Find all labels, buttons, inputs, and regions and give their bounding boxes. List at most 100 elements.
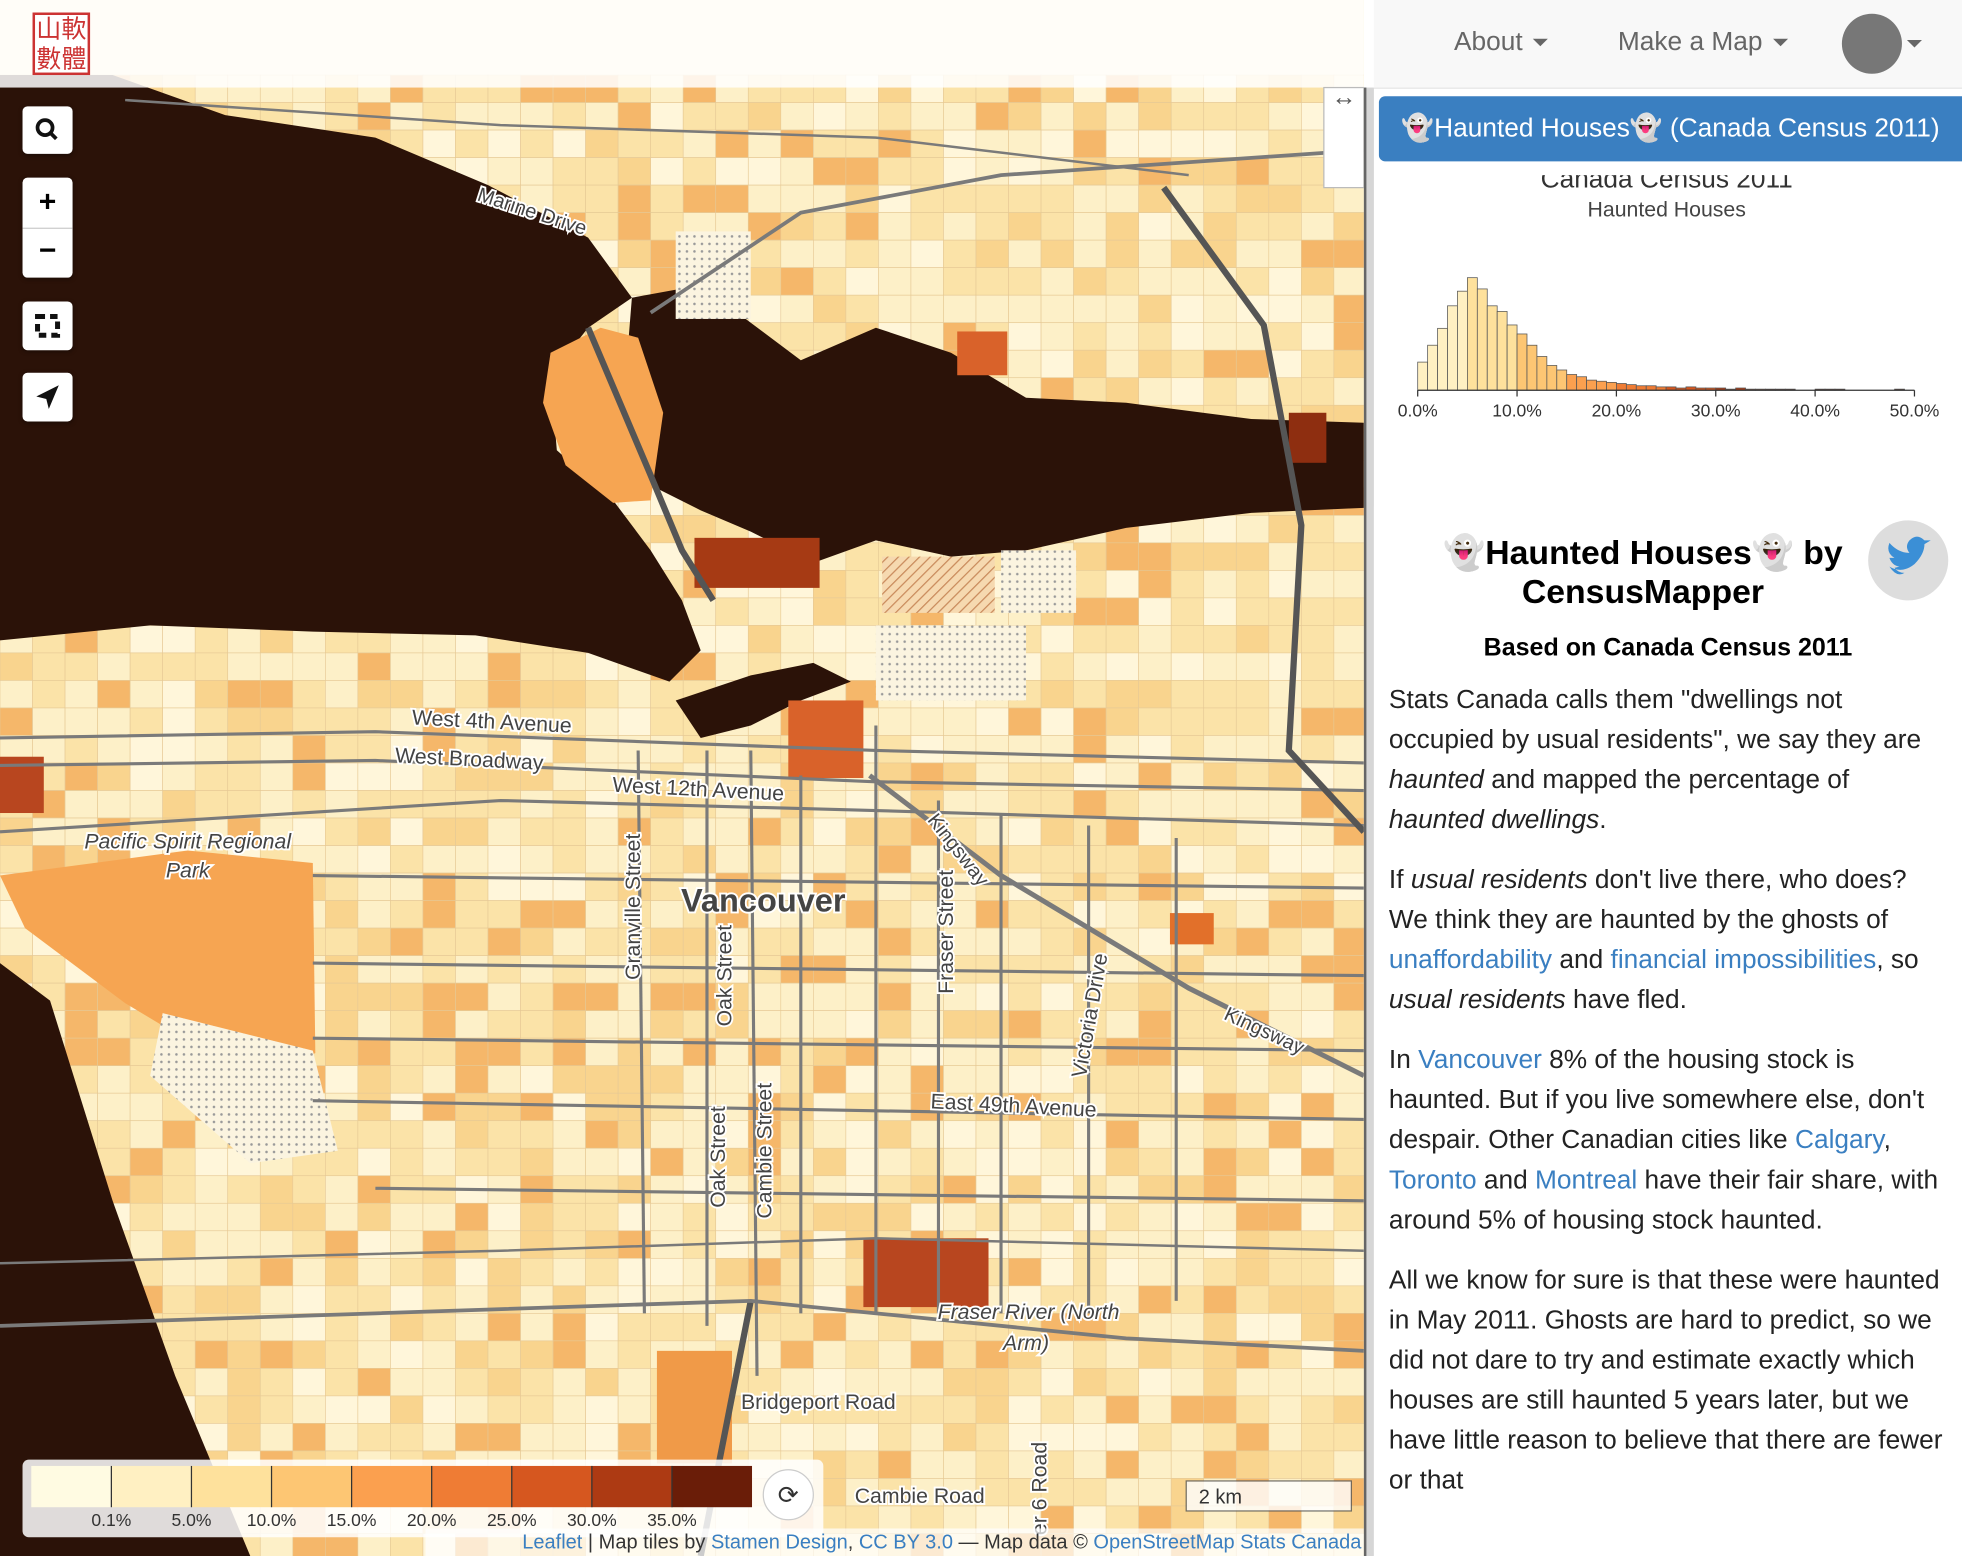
tile	[129, 680, 163, 709]
tile	[813, 872, 847, 901]
tile	[617, 1120, 651, 1149]
tile	[682, 762, 717, 791]
link[interactable]: Vancouver	[1418, 1045, 1542, 1075]
text: and	[1476, 1165, 1536, 1195]
tile	[1138, 349, 1172, 379]
tile	[845, 1010, 879, 1039]
tile	[390, 762, 424, 791]
zoom-in[interactable]: +	[22, 178, 73, 229]
tile	[97, 1010, 131, 1039]
tile	[455, 680, 489, 709]
tile	[617, 1340, 651, 1369]
tile	[1301, 239, 1335, 268]
tile	[1105, 1120, 1139, 1149]
tile	[1203, 1368, 1237, 1397]
tile	[975, 1120, 1009, 1149]
tile	[1170, 322, 1205, 351]
divider[interactable]	[1363, 87, 1374, 1556]
attribution-link[interactable]: OpenStreetMap Stats Canada	[1093, 1531, 1362, 1553]
tile	[845, 102, 879, 131]
tile	[1105, 1065, 1139, 1094]
tile	[715, 1120, 749, 1149]
logo[interactable]: 山軟 數體	[32, 12, 91, 76]
resize-handle[interactable]	[1323, 86, 1364, 189]
link[interactable]: Calgary	[1794, 1125, 1884, 1155]
tile	[1203, 570, 1237, 599]
tile	[552, 1285, 586, 1314]
tile	[1008, 1395, 1042, 1424]
tile	[813, 1065, 847, 1094]
tile	[1008, 1065, 1042, 1094]
tile	[194, 1230, 229, 1259]
menu-about[interactable]: About	[1454, 28, 1548, 58]
layer-button[interactable]: 👻Haunted Houses👻 (Canada Census 2011)	[1378, 96, 1962, 162]
search-button[interactable]	[22, 106, 73, 154]
tile	[129, 1202, 163, 1232]
tile	[1235, 1202, 1270, 1232]
share-icon[interactable]	[1867, 519, 1950, 602]
tile	[585, 927, 619, 956]
tile	[162, 1175, 196, 1204]
link[interactable]: Montreal	[1535, 1165, 1638, 1195]
tile	[1105, 1450, 1139, 1479]
text: If	[1388, 865, 1411, 895]
tile	[813, 1202, 847, 1232]
tile	[975, 294, 1009, 324]
tile	[1333, 1340, 1364, 1369]
text: , so	[1876, 945, 1919, 975]
tile	[325, 1395, 359, 1424]
tile	[0, 927, 33, 956]
link[interactable]: financial impossibilities	[1610, 945, 1877, 975]
tile	[1203, 515, 1237, 544]
tile	[1268, 184, 1302, 213]
tile	[325, 1202, 359, 1232]
tile	[520, 817, 554, 846]
zoom-out[interactable]: −	[38, 233, 57, 268]
tile	[487, 1368, 521, 1397]
tile	[617, 982, 651, 1011]
tile	[585, 129, 619, 158]
tile	[747, 184, 782, 213]
tile	[292, 680, 326, 709]
tile	[943, 1313, 977, 1342]
attribution-link[interactable]: Leaflet	[522, 1531, 583, 1553]
tile	[357, 900, 391, 929]
attribution-link[interactable]: CC BY 3.0	[859, 1531, 953, 1553]
tile	[1301, 570, 1335, 599]
tile	[585, 845, 619, 874]
menu-make-map[interactable]: Make a Map	[1618, 28, 1788, 58]
x-tick-label: 10.0%	[1492, 401, 1542, 421]
tile	[455, 845, 489, 874]
tile	[325, 1010, 359, 1039]
tile	[1170, 129, 1205, 158]
tile	[650, 872, 684, 901]
tile	[1073, 542, 1107, 571]
tile	[715, 735, 749, 764]
tile	[194, 1202, 229, 1232]
tile	[585, 1340, 619, 1369]
histogram-bar	[1556, 369, 1568, 391]
tile	[617, 1147, 651, 1177]
link[interactable]: Toronto	[1388, 1165, 1477, 1195]
tile	[487, 652, 521, 681]
map-label: Granville Street	[621, 834, 645, 981]
tile	[813, 1257, 847, 1287]
tile	[617, 707, 651, 736]
avatar[interactable]	[1841, 13, 1902, 74]
tile	[747, 625, 782, 654]
attribution-link[interactable]: Stamen Design	[711, 1531, 848, 1553]
tile	[227, 1230, 261, 1259]
fullscreen-button[interactable]	[22, 301, 73, 351]
tile	[1008, 349, 1042, 379]
tile	[1138, 707, 1172, 736]
tile	[1235, 680, 1270, 709]
tile	[227, 652, 261, 681]
locate-button[interactable]	[22, 372, 73, 422]
tile	[487, 1257, 521, 1287]
text: Stats Canada calls them "dwellings not o…	[1388, 685, 1922, 755]
tile	[1105, 377, 1139, 406]
link[interactable]: unaffordability	[1388, 945, 1553, 975]
tile	[1268, 157, 1302, 186]
refresh-button[interactable]	[762, 1469, 814, 1521]
